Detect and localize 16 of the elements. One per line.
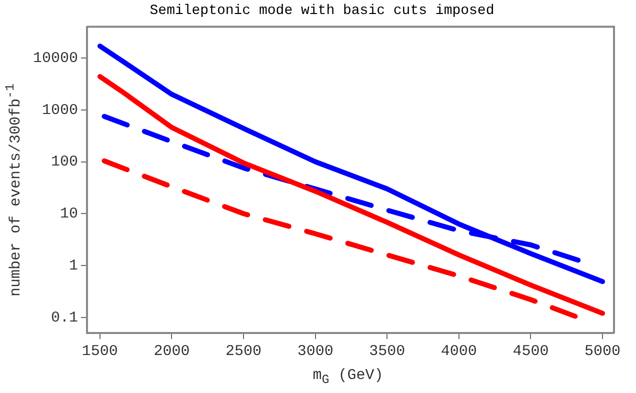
x-tick-label: 5000 <box>584 342 621 360</box>
y-tick-label: 0.1 <box>50 309 78 326</box>
y-tick-label: 1 <box>68 257 78 274</box>
x-tick-label: 4000 <box>440 342 477 360</box>
x-tick-label: 2500 <box>226 342 262 360</box>
x-tick-label: 3000 <box>297 342 334 360</box>
x-tick-label: 3500 <box>369 342 406 360</box>
x-tick-label: 1500 <box>82 342 118 360</box>
y-tick-label: 10 <box>60 206 78 223</box>
x-tick-label: 4500 <box>512 342 549 360</box>
y-tick-label: 10000 <box>32 50 78 67</box>
chart-title: Semileptonic mode with basic cuts imposed <box>150 3 494 20</box>
x-axis-title: m$_{G}$ (GeV) <box>312 367 384 389</box>
y-tick-label: 1000 <box>42 102 78 119</box>
x-tick-label: 2000 <box>154 342 190 360</box>
y-tick-label: 100 <box>50 154 78 171</box>
